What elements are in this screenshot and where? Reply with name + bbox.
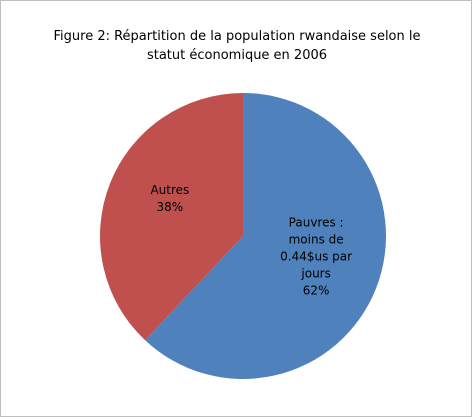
pie-slice (99, 92, 243, 341)
slice-value: 62% (302, 283, 330, 298)
pie-slice (145, 93, 386, 379)
slice-category: Pauvres : moins de 0.44$us par jours (280, 215, 353, 281)
slice-value: 38% (156, 200, 184, 215)
chart-title: Figure 2: Répartition de la population r… (53, 29, 421, 63)
slice-label: Autres 38% (135, 182, 205, 216)
slice-label: Pauvres : moins de 0.44$us par jours 62% (270, 214, 362, 299)
slice-category: Autres (150, 183, 190, 198)
